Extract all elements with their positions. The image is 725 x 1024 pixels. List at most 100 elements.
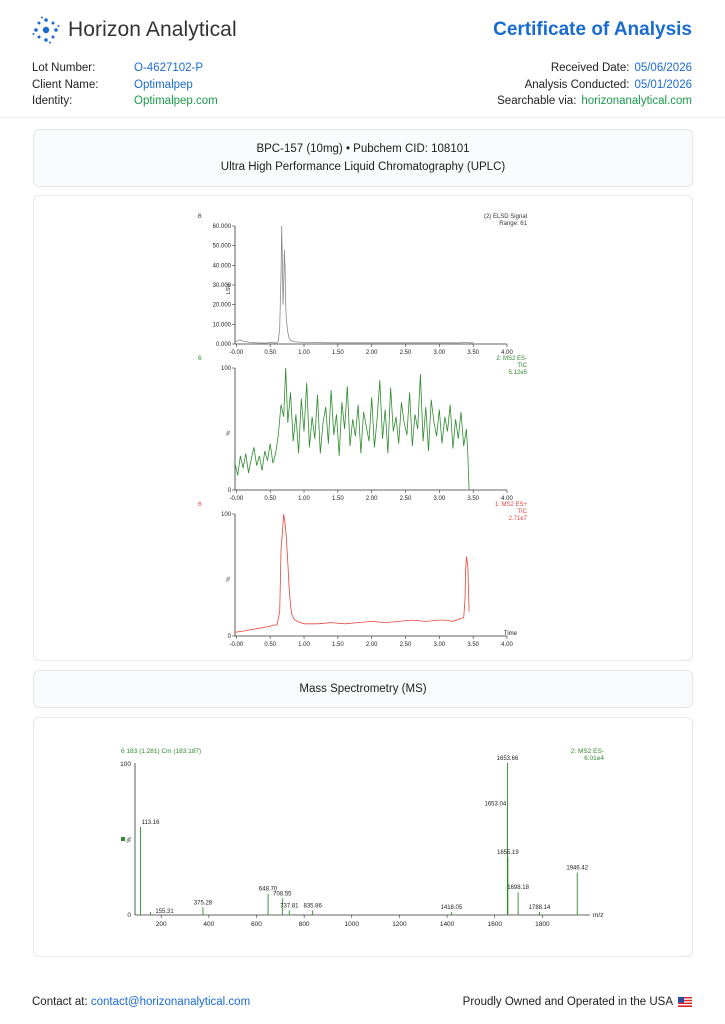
peak-label: 835.86	[303, 903, 322, 909]
y-tick-label: 60.000	[213, 224, 232, 230]
spectrum-header: 6 183 (1.281) Cm (183:187)	[121, 748, 201, 755]
series-line-1	[234, 367, 470, 491]
x-tick-label: 0.50	[264, 496, 276, 502]
legend-text: (2) ELSD Signal	[484, 214, 527, 220]
legend-text: 6.01e4	[584, 755, 604, 762]
received-date-value: 05/06/2026	[634, 62, 692, 74]
x-tick-label: 2.00	[366, 350, 378, 356]
y-tick-label: 0	[228, 488, 232, 494]
company-logo: Horizon Analytical	[32, 16, 237, 44]
y-tick-label: 0.000	[216, 342, 232, 348]
uplc-chromatogram: 60.00010.00020.00030.00040.00050.00060.0…	[198, 213, 528, 648]
ms-chart-box: 6 183 (1.281) Cm (183:187) 2: MS2 ES- 6.01…	[33, 717, 693, 957]
x-tick-label: 3.00	[433, 350, 445, 356]
peak-label: 1418.05	[441, 905, 463, 911]
x-tick-label: 2.00	[366, 496, 378, 502]
contact-label: Contact at:	[32, 996, 88, 1008]
x-tick-label: 1600	[487, 921, 502, 928]
client-name-value: Optimalpep	[134, 78, 193, 91]
x-tick-label: 1200	[392, 921, 407, 928]
x-tick-label: 1.50	[332, 496, 344, 502]
y-axis-label: %	[226, 430, 232, 435]
x-tick-label: 2.50	[400, 350, 412, 356]
footer-tagline: Proudly Owned and Operated in the USA	[463, 996, 692, 1008]
sample-info: Lot Number: O-4627102-P Client Name: Optim…	[32, 60, 218, 110]
x-tick-label: 2.00	[366, 642, 378, 648]
legend-text: TIC	[517, 363, 527, 369]
y-tick-label: 0	[228, 634, 232, 640]
y-tick-label: 10.000	[213, 322, 232, 328]
legend-text: TIC	[517, 509, 527, 515]
y-tick-label: 40.000	[213, 263, 232, 269]
sample-name: BPC-157 (10mg) • Pubchem CID: 108101	[256, 143, 470, 155]
panel-number: 6	[198, 501, 202, 508]
x-tick-label: 0.50	[264, 642, 276, 648]
x-tick-label: 3.00	[433, 642, 445, 648]
identity-label: Identity:	[32, 95, 73, 107]
x-tick-label: -0.00	[230, 642, 244, 648]
legend-text: 2.71e7	[509, 516, 528, 522]
company-name: Horizon Analytical	[68, 18, 237, 41]
received-date-label: Received Date:	[550, 62, 630, 74]
uplc-chart-box: 6 0.000 10.000 20.000 30.000 40.000 50.000 60.0…	[33, 195, 693, 661]
x-tick-label: 800	[299, 921, 310, 928]
header-divider	[0, 117, 725, 118]
peak-label: 1653.04	[484, 802, 506, 808]
mass-spectrum: 6 183 (1.281) Cm (183:187) 2: MS2 ES-6.01…	[120, 748, 604, 928]
x-tick-label: 2.50	[400, 496, 412, 502]
y-axis-label: %	[226, 576, 232, 581]
y-axis-label: %	[127, 837, 133, 843]
series-line-2	[234, 513, 470, 633]
analysis-date-label: Analysis Conducted:	[524, 78, 630, 91]
legend-marker	[121, 837, 125, 841]
peak-label: 737.81	[280, 903, 299, 909]
contact-email-link[interactable]: contact@horizonanalytical.com	[90, 996, 251, 1008]
peak-label: 1698.18	[507, 885, 529, 891]
x-axis-label: m/z	[593, 912, 603, 919]
logo-icon	[32, 16, 60, 44]
legend-text: 1: MS2 ES+	[495, 502, 528, 508]
x-tick-label: 600	[251, 921, 262, 928]
x-tick-label: -0.00	[230, 496, 244, 502]
x-tick-label: 3.50	[467, 642, 479, 648]
identity-value[interactable]: Optimalpep.com	[134, 95, 218, 107]
x-tick-label: 200	[156, 921, 167, 928]
tagline-text: Proudly Owned and Operated in the USA	[462, 996, 673, 1008]
x-tick-label: 1400	[440, 921, 455, 928]
y-tick-label: 50.000	[213, 244, 232, 250]
legend-text: 2: MS2 ES-	[496, 356, 527, 362]
y-tick-label: 30.000	[213, 283, 232, 289]
analysis-date-value: 05/01/2026	[634, 78, 692, 91]
y-tick-label: 0	[127, 912, 131, 919]
peak-label: 648.70	[259, 887, 278, 893]
x-axis-label: Time	[504, 631, 518, 637]
y-tick-label: 100	[221, 366, 232, 372]
searchable-label: Searchable via:	[497, 95, 577, 107]
x-tick-label: 4.00	[501, 642, 513, 648]
x-tick-label: 1.50	[332, 350, 344, 356]
contact-info: Contact at: contact@horizonanalytical.co…	[32, 996, 250, 1008]
sample-title-box: BPC-157 (10mg) • Pubchem CID: 108101 Ult…	[33, 129, 693, 187]
x-tick-label: 3.50	[467, 350, 479, 356]
series-line-0	[234, 225, 474, 344]
x-tick-label: 0.50	[264, 350, 276, 356]
peak-label: 1653.66	[497, 756, 519, 762]
x-tick-label: 3.00	[433, 496, 445, 502]
legend-text: 5.12e5	[509, 370, 528, 376]
client-name-label: Client Name:	[32, 78, 99, 91]
peak-label: 375.28	[194, 900, 213, 906]
date-info: Received Date: 05/06/2026 Analysis Conduc…	[497, 60, 692, 110]
panel-number: 6	[198, 355, 202, 362]
y-tick-label: 100	[120, 761, 131, 768]
x-tick-label: 4.00	[501, 496, 513, 502]
x-tick-label: 3.50	[467, 496, 479, 502]
x-tick-label: 400	[203, 921, 214, 928]
x-tick-label: 1000	[345, 921, 360, 928]
us-flag-icon	[678, 997, 692, 1007]
x-tick-label: 1.00	[298, 642, 310, 648]
y-tick-label: 100	[221, 512, 232, 518]
searchable-link[interactable]: horizonanalytical.com	[581, 95, 692, 107]
x-tick-label: 1.00	[298, 350, 310, 356]
x-tick-label: -0.00	[230, 350, 244, 356]
peak-label: 155.31	[155, 909, 174, 915]
